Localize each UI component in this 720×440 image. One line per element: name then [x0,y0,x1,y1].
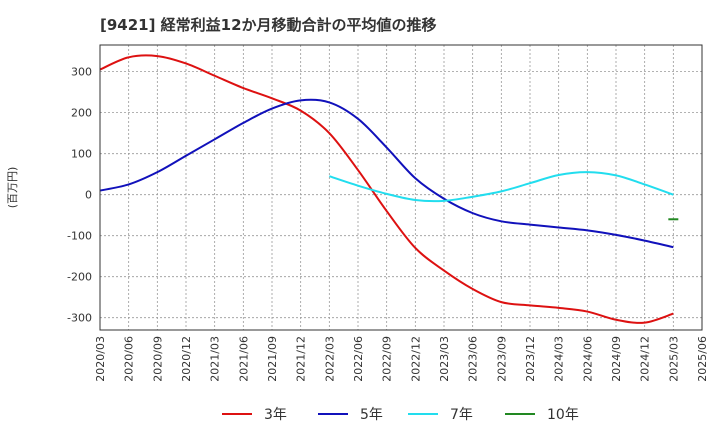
x-tick-label: 2025/06 [696,336,709,382]
y-tick-label: 0 [85,189,92,202]
legend-label: 10年 [547,407,579,423]
series-lines [99,54,679,324]
legend-item-10yr: 10年 [505,407,579,423]
x-tick-label: 2025/03 [667,336,680,382]
x-tick-label: 2024/09 [610,336,623,382]
legend-item-3yr: 3年 [222,407,287,423]
x-tick-label: 2021/06 [237,336,250,382]
y-tick-label: -300 [67,312,92,325]
y-tick-label: -200 [67,271,92,284]
x-tick-label: 2024/06 [581,336,594,382]
x-tick-label: 2020/06 [123,336,136,382]
x-tick-label: 2023/06 [467,336,480,382]
legend-item-5yr: 5年 [318,407,383,423]
x-tick-label: 2023/03 [438,336,451,382]
x-tick-label: 2024/03 [553,336,566,382]
x-tick-label: 2020/03 [94,336,107,382]
y-tick-label: 300 [71,66,92,79]
x-tick-label: 2022/12 [409,336,422,382]
x-tick-label: 2021/03 [209,336,222,382]
legend-label: 7年 [450,407,473,423]
x-tick-label: 2022/06 [352,336,365,382]
y-tick-label: 200 [71,107,92,120]
x-tick-label: 2024/12 [639,336,652,382]
chart-title: [9421] 経常利益12か月移動合計の平均値の推移 [100,16,437,34]
legend-item-7yr: 7年 [408,407,473,423]
series-7yr-line [329,171,674,203]
x-tick-label: 2023/09 [495,336,508,382]
legend-label: 5年 [360,407,383,423]
x-tick-label: 2020/09 [151,336,164,382]
x-tick-label: 2022/09 [381,336,394,382]
y-axis-label: (百万円) [6,167,19,209]
x-tick-label: 2021/12 [295,336,308,382]
series-3yr-line [99,54,674,324]
series-5yr-line [99,98,674,249]
legend-label: 3年 [264,407,287,423]
x-tick-label: 2020/12 [180,336,193,382]
plot-frame [99,44,703,331]
y-tick-label: 100 [71,148,92,161]
x-tick-label: 2023/12 [524,336,537,382]
x-tick-label: 2021/09 [266,336,279,382]
grid [100,45,702,330]
legend: 3年 5年 7年 10年 [222,407,579,423]
y-tick-label: -100 [67,230,92,243]
x-tick-label: 2022/03 [323,336,336,382]
